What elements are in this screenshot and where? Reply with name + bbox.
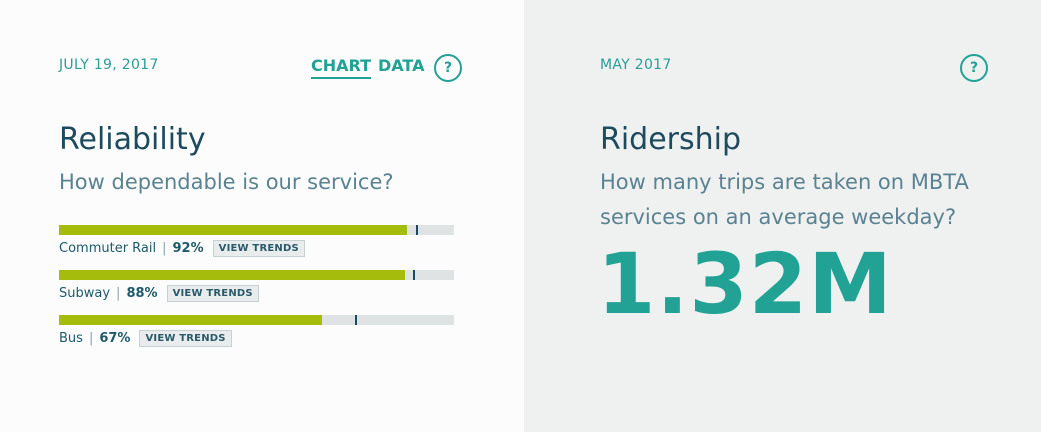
bar-fill: [59, 225, 407, 235]
bar-name: Subway: [59, 285, 111, 301]
ridership-panel: MAY 2017 ? Ridership How many trips are …: [524, 0, 1041, 432]
bar-separator: |: [88, 330, 94, 346]
bar-label: Bus | 67% VIEW TRENDS: [59, 328, 232, 348]
ridership-help-icon[interactable]: ?: [960, 54, 988, 82]
tab-chart[interactable]: CHART: [311, 56, 372, 79]
bar-label: Subway | 88% VIEW TRENDS: [59, 283, 259, 303]
reliability-title: Reliability: [59, 122, 206, 157]
view-trends-button-commuter-rail[interactable]: VIEW TRENDS: [212, 239, 305, 257]
target-marker: [416, 225, 418, 235]
bar-separator: |: [116, 285, 121, 301]
bar-fill: [59, 315, 322, 325]
ridership-value: 1.32M: [597, 235, 893, 333]
bar-track: [59, 225, 454, 235]
bar-name: Commuter Rail: [59, 240, 157, 256]
ridership-date: MAY 2017: [600, 57, 672, 73]
view-trends-button-subway[interactable]: VIEW TRENDS: [166, 284, 259, 302]
bar-track: [59, 315, 454, 325]
bar-label: Commuter Rail | 92% VIEW TRENDS: [59, 238, 305, 258]
bar-track: [59, 270, 454, 280]
ridership-subtitle: How many trips are taken on MBTA service…: [600, 170, 969, 229]
target-marker: [355, 315, 357, 325]
target-marker: [413, 270, 415, 280]
ridership-title: Ridership: [600, 122, 742, 157]
bar-separator: |: [162, 240, 167, 256]
tab-data[interactable]: DATA: [378, 56, 425, 75]
bar-percent: 67%: [99, 330, 131, 346]
reliability-panel: JULY 19, 2017 CHART DATA ? Reliability H…: [59, 54, 462, 348]
reliability-date: JULY 19, 2017: [59, 57, 159, 73]
view-trends-button-bus[interactable]: VIEW TRENDS: [139, 329, 232, 347]
bar-percent: 88%: [126, 285, 158, 301]
bar-name: Bus: [59, 330, 83, 346]
bar-fill: [59, 270, 405, 280]
reliability-help-icon[interactable]: ?: [434, 54, 462, 82]
bar-percent: 92%: [172, 240, 204, 256]
reliability-subtitle: How dependable is our service?: [59, 170, 394, 194]
